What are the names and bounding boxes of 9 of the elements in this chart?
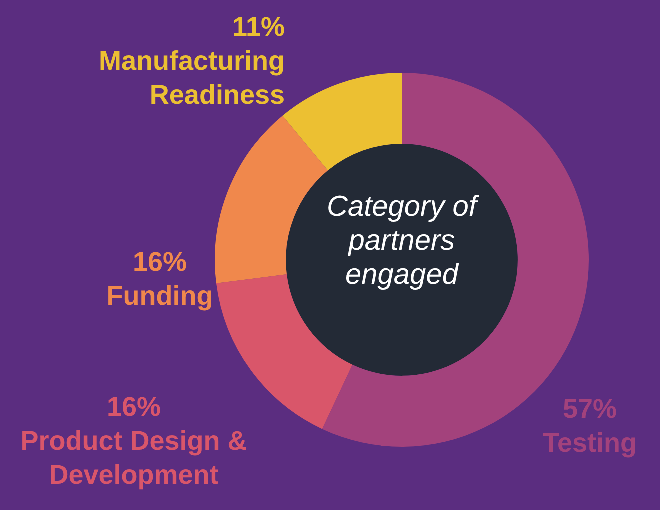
- slice-label: Testing: [542, 427, 638, 460]
- data-label: 16%: [132, 246, 188, 279]
- text: Category of partners engaged: [326, 190, 480, 292]
- slice-label: Funding: [106, 280, 214, 313]
- data-label: 57%: [562, 393, 618, 426]
- slice-label: Product Design & Development: [20, 425, 248, 492]
- data-label: 11%: [231, 11, 285, 44]
- slice-label: Manufacturing Readiness: [98, 45, 285, 112]
- data-label: 16%: [106, 391, 162, 424]
